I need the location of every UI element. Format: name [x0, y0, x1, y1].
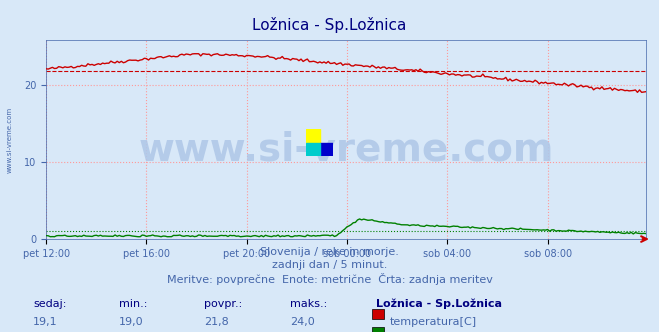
Bar [306, 129, 320, 143]
Bar [306, 143, 320, 156]
Text: Ložnica - Sp.Ložnica: Ložnica - Sp.Ložnica [376, 299, 501, 309]
Text: 21,8: 21,8 [204, 317, 229, 327]
Text: 19,1: 19,1 [33, 317, 57, 327]
Bar [320, 143, 333, 156]
Text: zadnji dan / 5 minut.: zadnji dan / 5 minut. [272, 260, 387, 270]
Text: Meritve: povprečne  Enote: metrične  Črta: zadnja meritev: Meritve: povprečne Enote: metrične Črta:… [167, 273, 492, 285]
Text: Ložnica - Sp.Ložnica: Ložnica - Sp.Ložnica [252, 17, 407, 33]
Text: 24,0: 24,0 [290, 317, 315, 327]
Text: 19,0: 19,0 [119, 317, 143, 327]
Text: sedaj:: sedaj: [33, 299, 67, 309]
Text: www.si-vreme.com: www.si-vreme.com [138, 130, 554, 168]
Text: Slovenija / reke in morje.: Slovenija / reke in morje. [260, 247, 399, 257]
Text: maks.:: maks.: [290, 299, 328, 309]
Text: temperatura[C]: temperatura[C] [390, 317, 477, 327]
Text: www.si-vreme.com: www.si-vreme.com [7, 106, 13, 173]
Text: min.:: min.: [119, 299, 147, 309]
Text: povpr.:: povpr.: [204, 299, 243, 309]
